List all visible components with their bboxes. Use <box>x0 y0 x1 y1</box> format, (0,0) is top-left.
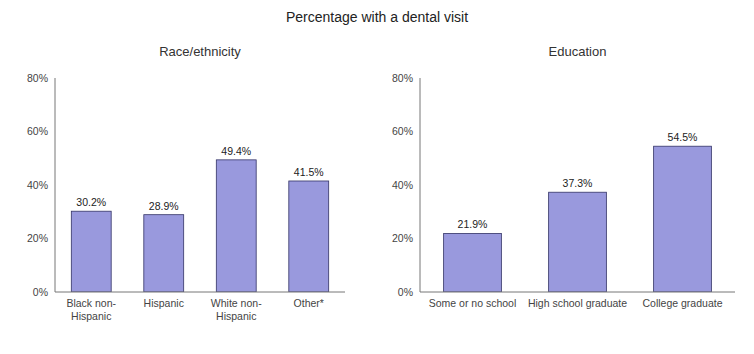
y-tick-label: 40% <box>27 179 48 191</box>
bar <box>144 215 184 292</box>
bar <box>289 181 329 292</box>
bar <box>444 233 502 292</box>
x-tick-label: Other* <box>294 297 324 309</box>
subtitle: Race/ethnicity <box>159 44 241 59</box>
y-axis <box>420 78 421 292</box>
panel: Education 0% 20% 40% 60% 80% 21.9% 37.3% 54.5% So… <box>392 44 735 309</box>
y-tick-label: 40% <box>392 179 413 191</box>
title: Percentage with a dental visit <box>286 9 468 25</box>
data-label: 28.9% <box>149 200 179 212</box>
bar <box>549 192 607 292</box>
data-label: 54.5% <box>668 131 698 143</box>
x-tick-label: Hispanic <box>144 297 184 309</box>
data-label: 30.2% <box>76 196 106 208</box>
background <box>0 0 754 354</box>
bar <box>654 146 712 292</box>
panel: Race/ethnicity 0% 20% 40% 60% 80% 30.2% 28.9% 49… <box>27 44 345 322</box>
bar <box>216 160 256 292</box>
x-tick-label: Black non-Hispanic <box>66 297 116 322</box>
y-tick-label: 60% <box>392 125 413 137</box>
x-tick-label: College graduate <box>643 297 723 309</box>
bars <box>71 160 328 292</box>
data-label: 49.4% <box>221 145 251 157</box>
bars <box>444 146 712 292</box>
chart-root: Percentage with a dental visit Race/ethni… <box>0 0 754 354</box>
data-label: 21.9% <box>458 218 488 230</box>
y-tick-label: 20% <box>392 232 413 244</box>
y-tick-label: 80% <box>392 72 413 84</box>
x-tick-label: White non-Hispanic <box>211 297 262 322</box>
y-tick-label: 0% <box>398 286 413 298</box>
x-axis <box>420 292 735 293</box>
y-tick-label: 60% <box>27 125 48 137</box>
x-tick-label: High school graduate <box>528 297 627 309</box>
y-tick-label: 80% <box>27 72 48 84</box>
y-tick-label: 20% <box>27 232 48 244</box>
x-axis <box>55 292 345 293</box>
y-axis <box>55 78 56 292</box>
data-label: 41.5% <box>294 166 324 178</box>
data-label: 37.3% <box>563 177 593 189</box>
bar <box>71 211 111 292</box>
x-tick-label: Some or no school <box>429 297 517 309</box>
y-tick-label: 0% <box>33 286 48 298</box>
subtitle: Education <box>549 44 607 59</box>
